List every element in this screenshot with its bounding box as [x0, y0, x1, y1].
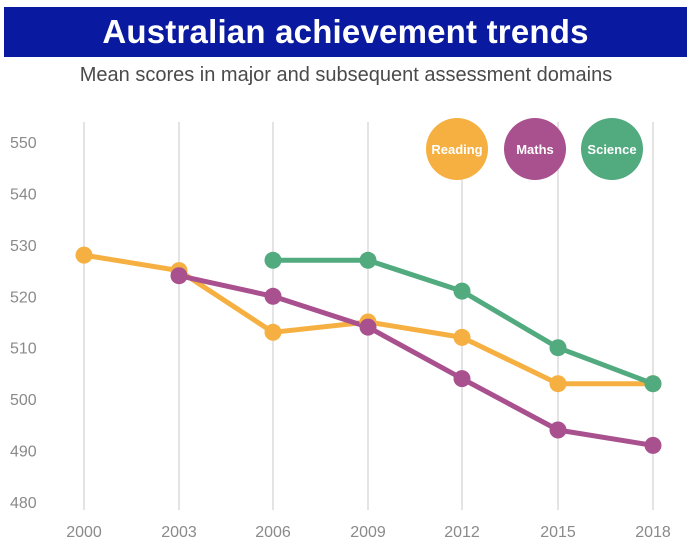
- chart-subtitle: Mean scores in major and subsequent asse…: [79, 64, 613, 86]
- science-point-2012: [453, 282, 471, 300]
- y-tick-550: 550: [10, 135, 37, 152]
- legend-item-reading: Reading: [426, 118, 488, 180]
- science-point-2018: [644, 375, 662, 393]
- y-tick-520: 520: [10, 289, 37, 306]
- y-tick-540: 540: [10, 186, 37, 203]
- maths-point-2003: [170, 267, 188, 285]
- series-points: [75, 246, 662, 454]
- maths-point-2012: [453, 370, 471, 388]
- legend-bubble-maths: [504, 118, 566, 180]
- x-tick-2009: 2009: [350, 524, 386, 541]
- reading-point-2000: [75, 246, 93, 264]
- maths-point-2018: [644, 436, 662, 454]
- science-point-2009: [359, 251, 377, 269]
- legend: Reading Maths Science: [426, 118, 643, 180]
- maths-line: [176, 273, 656, 448]
- legend-label-reading: Reading: [431, 142, 482, 157]
- y-tick-490: 490: [10, 444, 37, 461]
- science-point-2015: [549, 339, 567, 357]
- maths-point-2009: [359, 318, 377, 336]
- legend-label-maths: Maths: [516, 142, 554, 157]
- tick-labels: 480 490 500 510 520 530 540 550 2000 2003 2006 2009…: [10, 135, 671, 541]
- y-tick-500: 500: [10, 392, 37, 409]
- science-line: [270, 257, 656, 387]
- legend-bubble-reading: [426, 118, 488, 180]
- maths-point-2006: [264, 287, 282, 305]
- x-tick-2003: 2003: [161, 524, 197, 541]
- maths-point-2015: [549, 421, 567, 439]
- x-tick-2000: 2000: [66, 524, 102, 541]
- y-tick-480: 480: [10, 495, 37, 512]
- y-tick-510: 510: [10, 341, 37, 358]
- legend-item-maths: Maths: [504, 118, 566, 180]
- x-tick-2012: 2012: [444, 524, 480, 541]
- reading-point-2012: [453, 328, 471, 346]
- x-tick-2018: 2018: [635, 524, 671, 541]
- reading-point-2006: [264, 323, 282, 341]
- x-tick-2006: 2006: [255, 524, 291, 541]
- x-tick-2015: 2015: [540, 524, 576, 541]
- legend-label-science: Science: [587, 142, 636, 157]
- science-point-2006: [264, 251, 282, 269]
- y-tick-530: 530: [10, 238, 37, 255]
- legend-bubble-science: [581, 118, 643, 180]
- chart-title: Australian achievement trends: [102, 13, 589, 50]
- reading-point-2015: [549, 375, 567, 393]
- legend-item-science: Science: [581, 118, 643, 180]
- title-bar: Australian achievement trends: [4, 7, 687, 57]
